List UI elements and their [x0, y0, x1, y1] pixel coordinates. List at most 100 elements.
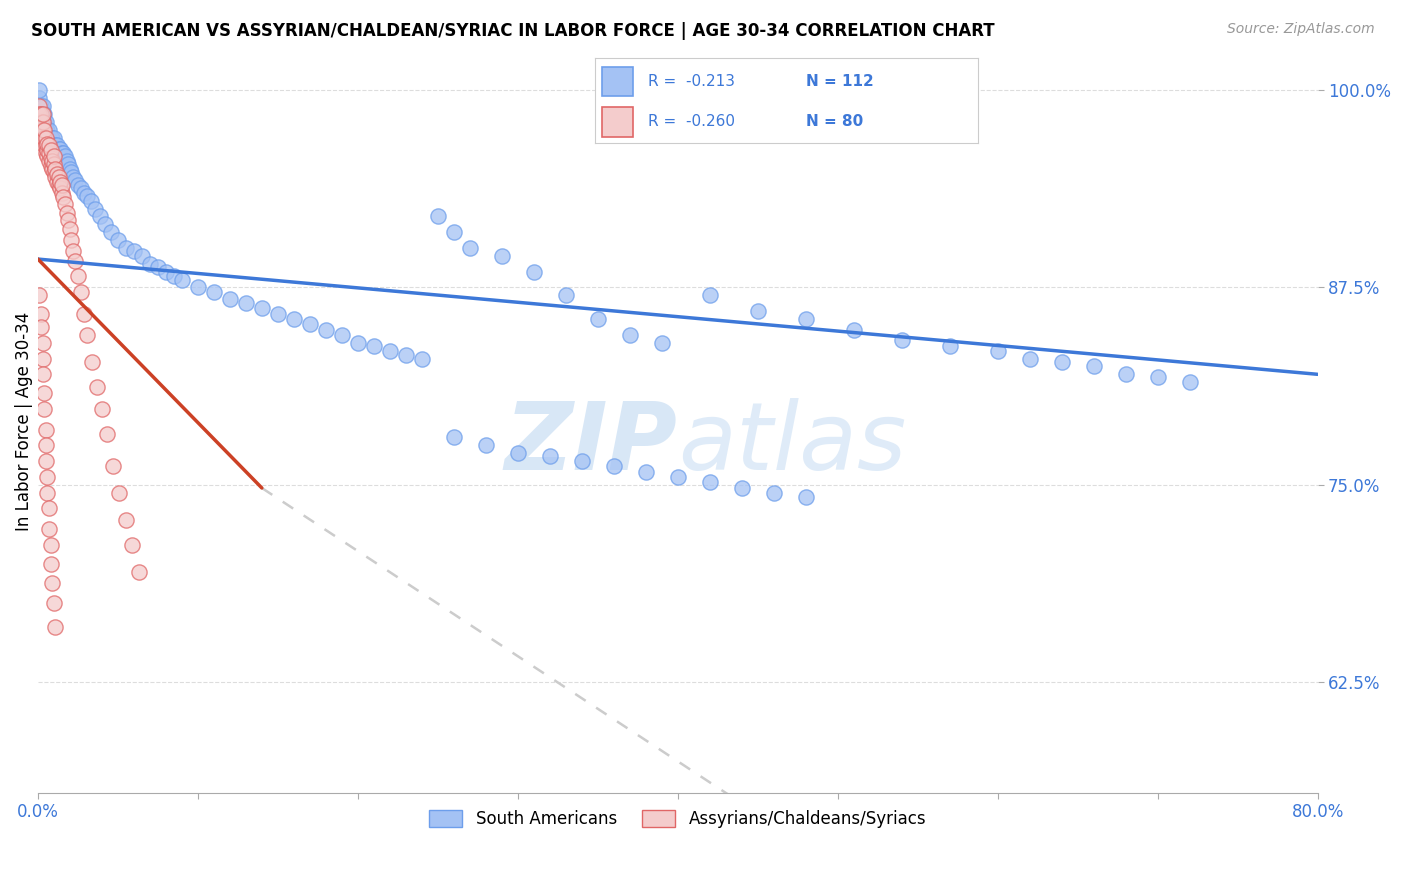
- Point: [46, 138, 69, 153]
- Point: [39, 538, 62, 552]
- Point: [794, 312, 817, 326]
- Point: [58, 157, 80, 171]
- Point: [31, 335, 53, 350]
- Point: [51, 186, 73, 200]
- Point: [122, 244, 145, 259]
- Point: [38, 501, 60, 516]
- Point: [35, 122, 58, 136]
- Point: [62, 169, 84, 184]
- Point: [108, 485, 131, 500]
- Point: [62, 244, 84, 259]
- Point: [634, 465, 657, 479]
- Point: [37, 122, 59, 136]
- Point: [458, 241, 481, 255]
- Point: [571, 454, 593, 468]
- Point: [42, 146, 65, 161]
- Point: [42, 157, 65, 171]
- Point: [38, 138, 60, 153]
- Point: [44, 169, 66, 184]
- Y-axis label: In Labor Force | Age 30-34: In Labor Force | Age 30-34: [15, 312, 32, 532]
- Point: [44, 146, 66, 161]
- Point: [363, 339, 385, 353]
- Point: [51, 178, 73, 192]
- Point: [762, 485, 785, 500]
- Point: [202, 285, 225, 300]
- Text: SOUTH AMERICAN VS ASSYRIAN/CHALDEAN/SYRIAC IN LABOR FORCE | AGE 30-34 CORRELATIO: SOUTH AMERICAN VS ASSYRIAN/CHALDEAN/SYRI…: [31, 22, 994, 40]
- Text: Source: ZipAtlas.com: Source: ZipAtlas.com: [1227, 22, 1375, 37]
- Point: [48, 169, 70, 184]
- Point: [37, 136, 59, 151]
- Point: [31, 107, 53, 121]
- Point: [1146, 370, 1168, 384]
- Point: [250, 301, 273, 315]
- Point: [41, 154, 63, 169]
- Point: [41, 138, 63, 153]
- Point: [39, 557, 62, 571]
- Point: [28, 288, 51, 302]
- Point: [35, 146, 58, 161]
- Point: [218, 292, 240, 306]
- Point: [49, 175, 72, 189]
- Point: [32, 130, 55, 145]
- Point: [1083, 359, 1105, 374]
- Point: [42, 130, 65, 145]
- Point: [30, 114, 52, 128]
- Point: [37, 485, 59, 500]
- Point: [1178, 375, 1201, 389]
- Point: [53, 196, 76, 211]
- Point: [794, 491, 817, 505]
- Point: [699, 475, 721, 489]
- Text: atlas: atlas: [678, 399, 905, 490]
- Point: [31, 107, 53, 121]
- Point: [66, 178, 89, 192]
- Point: [747, 304, 769, 318]
- Point: [38, 522, 60, 536]
- Point: [100, 225, 122, 239]
- Point: [49, 149, 72, 163]
- Point: [79, 194, 101, 208]
- Point: [31, 114, 53, 128]
- Point: [59, 222, 82, 236]
- Point: [586, 312, 609, 326]
- Point: [842, 323, 865, 337]
- Point: [187, 280, 209, 294]
- Point: [90, 402, 112, 417]
- Point: [37, 138, 59, 153]
- Point: [49, 142, 72, 156]
- Point: [31, 99, 53, 113]
- Point: [32, 122, 55, 136]
- Point: [59, 162, 82, 177]
- Point: [651, 335, 673, 350]
- Point: [115, 512, 138, 526]
- Point: [235, 296, 257, 310]
- Point: [128, 565, 150, 579]
- Point: [666, 470, 689, 484]
- Point: [52, 154, 75, 169]
- Point: [39, 151, 62, 165]
- Point: [121, 538, 143, 552]
- Point: [538, 450, 561, 464]
- Point: [30, 107, 52, 121]
- Point: [70, 285, 93, 300]
- Point: [38, 138, 60, 153]
- Point: [28, 99, 51, 113]
- Point: [38, 130, 60, 145]
- Point: [76, 327, 98, 342]
- Point: [35, 423, 58, 437]
- Point: [1018, 351, 1040, 366]
- Point: [378, 343, 401, 358]
- Point: [491, 249, 513, 263]
- Point: [28, 83, 51, 97]
- Point: [35, 438, 58, 452]
- Point: [35, 454, 58, 468]
- Point: [30, 99, 52, 113]
- Point: [63, 173, 86, 187]
- Point: [315, 323, 337, 337]
- Point: [731, 481, 754, 495]
- Point: [52, 146, 75, 161]
- Point: [51, 146, 73, 161]
- Point: [283, 312, 305, 326]
- Point: [48, 142, 70, 156]
- Point: [31, 114, 53, 128]
- Point: [32, 386, 55, 401]
